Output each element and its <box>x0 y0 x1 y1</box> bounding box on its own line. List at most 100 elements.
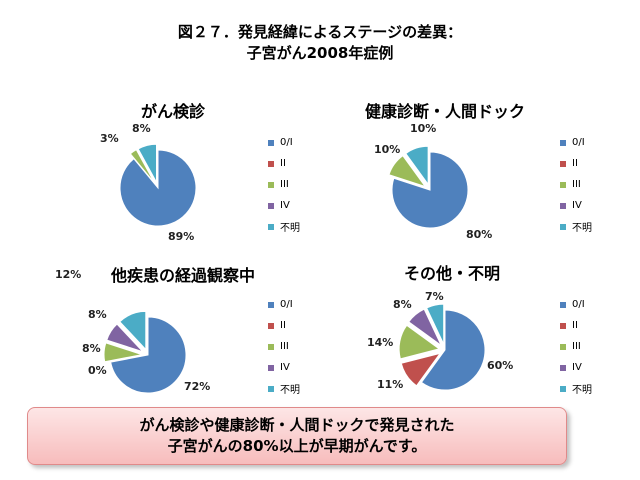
legend-swatch <box>560 181 566 188</box>
summary-banner: がん検診や健康診断・人間ドックで発見された 子宮がんの80%以上が早期がんです。 <box>27 407 567 465</box>
legend-swatch <box>268 202 274 209</box>
legend-item-unknown: 不明 <box>560 378 592 399</box>
legend-label: 不明 <box>572 223 592 234</box>
pct-label-II: 0% <box>88 364 107 377</box>
legend-swatch <box>560 322 566 329</box>
legend-label: IV <box>572 362 582 373</box>
pie-panel-cancer-screening: がん検診 89% 3% 8% 0/I II III IV 不明 <box>58 98 358 258</box>
pie-chart-cancer-screening <box>119 143 197 227</box>
legend-label: 0/I <box>572 299 585 310</box>
pct-label-III: 14% <box>367 336 394 349</box>
legend-label: 0/I <box>280 299 293 310</box>
legend-swatch <box>268 301 274 308</box>
legend-item-0-I: 0/I <box>560 294 592 315</box>
legend-swatch <box>560 223 566 230</box>
pie-slice-II <box>400 352 442 387</box>
pct-label-III: 10% <box>374 143 401 156</box>
legend-swatch <box>268 181 274 188</box>
legend-item-0-I: 0/I <box>560 132 592 153</box>
pie-slice-unknown <box>405 145 429 186</box>
legend-item-unknown: 不明 <box>268 378 300 399</box>
banner-line-2: 子宮がんの80%以上が早期がんです。 <box>167 437 427 455</box>
pie-slice-III <box>103 342 143 363</box>
pct-label-unknown: 7% <box>425 290 444 303</box>
pie-slice-unknown <box>425 303 445 345</box>
legend-swatch <box>560 139 566 146</box>
pie-slice-III <box>398 324 441 360</box>
pct-label-IV: 8% <box>393 298 412 311</box>
pie-slice-unknown <box>137 143 158 183</box>
legend-label: III <box>280 341 289 352</box>
legend-swatch <box>560 301 566 308</box>
legend: 0/I II III IV 不明 <box>268 294 300 399</box>
legend-item-0-I: 0/I <box>268 132 300 153</box>
legend-item-IV: IV <box>560 357 592 378</box>
pie-panel-other-unknown: その他・不明 60% 11% 14% 8% 7% 0/I II III IV 不明 <box>345 260 640 420</box>
pie-slice-0-I <box>420 309 486 391</box>
pie-title: 健康診断・人間ドック <box>364 102 525 121</box>
legend-label: III <box>280 179 289 190</box>
pie-slice-0-I <box>119 149 197 227</box>
legend-item-III: III <box>268 336 300 357</box>
pie-chart-health-checkup <box>388 145 469 229</box>
legend-swatch <box>268 322 274 329</box>
pie-panel-follow-up: 他疾患の経過観察中 72% 0% 8% 8% 12% 0/I II III IV 不明 <box>48 260 348 420</box>
legend-label: III <box>572 341 581 352</box>
legend-item-II: II <box>268 153 300 174</box>
legend-item-III: III <box>560 174 592 195</box>
pct-label-III: 3% <box>100 132 119 145</box>
legend-item-III: III <box>560 336 592 357</box>
legend-swatch <box>560 202 566 209</box>
pct-label-unknown: 12% <box>55 268 82 281</box>
legend-label: 0/I <box>280 137 293 148</box>
pie-slice-IV <box>106 323 144 353</box>
legend-swatch <box>560 385 566 392</box>
legend-swatch <box>268 364 274 371</box>
pct-label-0-I: 72% <box>184 380 211 393</box>
legend-label: 不明 <box>572 385 592 396</box>
title-line-2: 子宮がん2008年症例 <box>246 44 394 62</box>
pct-label-IV: 8% <box>88 308 107 321</box>
pie-title: がん検診 <box>140 102 205 121</box>
legend-label: IV <box>572 200 582 211</box>
legend-item-II: II <box>268 315 300 336</box>
legend-item-unknown: 不明 <box>268 216 300 237</box>
pct-label-0-I: 60% <box>487 359 514 372</box>
legend: 0/I II III IV 不明 <box>268 132 300 237</box>
pct-label-unknown: 8% <box>132 122 151 135</box>
legend-swatch <box>268 139 274 146</box>
legend-label: 不明 <box>280 223 300 234</box>
legend-label: II <box>572 320 578 331</box>
pie-panel-health-checkup: 健康診断・人間ドック 80% 10% 10% 0/I II III IV 不明 <box>330 98 630 258</box>
pct-label-0-I: 89% <box>168 230 195 243</box>
legend-label: 0/I <box>572 137 585 148</box>
legend-item-IV: IV <box>268 357 300 378</box>
legend-label: II <box>280 158 286 169</box>
legend: 0/I II III IV 不明 <box>560 294 592 399</box>
legend-item-IV: IV <box>560 195 592 216</box>
pie-slice-IV <box>408 308 442 346</box>
pie-slice-III <box>388 155 427 188</box>
legend-swatch <box>268 160 274 167</box>
pie-slice-0-I <box>391 151 469 229</box>
legend-label: II <box>572 158 578 169</box>
pie-title: その他・不明 <box>403 264 500 283</box>
pie-slice-0-I <box>110 316 187 394</box>
legend-item-II: II <box>560 315 592 336</box>
pie-chart-other-unknown <box>398 303 486 391</box>
legend-item-0-I: 0/I <box>268 294 300 315</box>
legend-label: IV <box>280 200 290 211</box>
legend-label: III <box>572 179 581 190</box>
title-line-1: 図２７．発見経緯によるステージの差異： <box>177 23 463 41</box>
pct-label-III: 8% <box>82 342 101 355</box>
legend-item-III: III <box>268 174 300 195</box>
pie-title: 他疾患の経過観察中 <box>110 266 255 285</box>
pie-slice-unknown <box>119 310 147 351</box>
legend-swatch <box>268 385 274 392</box>
legend-swatch <box>560 343 566 350</box>
legend-swatch <box>268 223 274 230</box>
legend-label: IV <box>280 362 290 373</box>
legend: 0/I II III IV 不明 <box>560 132 592 237</box>
pct-label-unknown: 10% <box>410 122 437 135</box>
legend-swatch <box>268 343 274 350</box>
